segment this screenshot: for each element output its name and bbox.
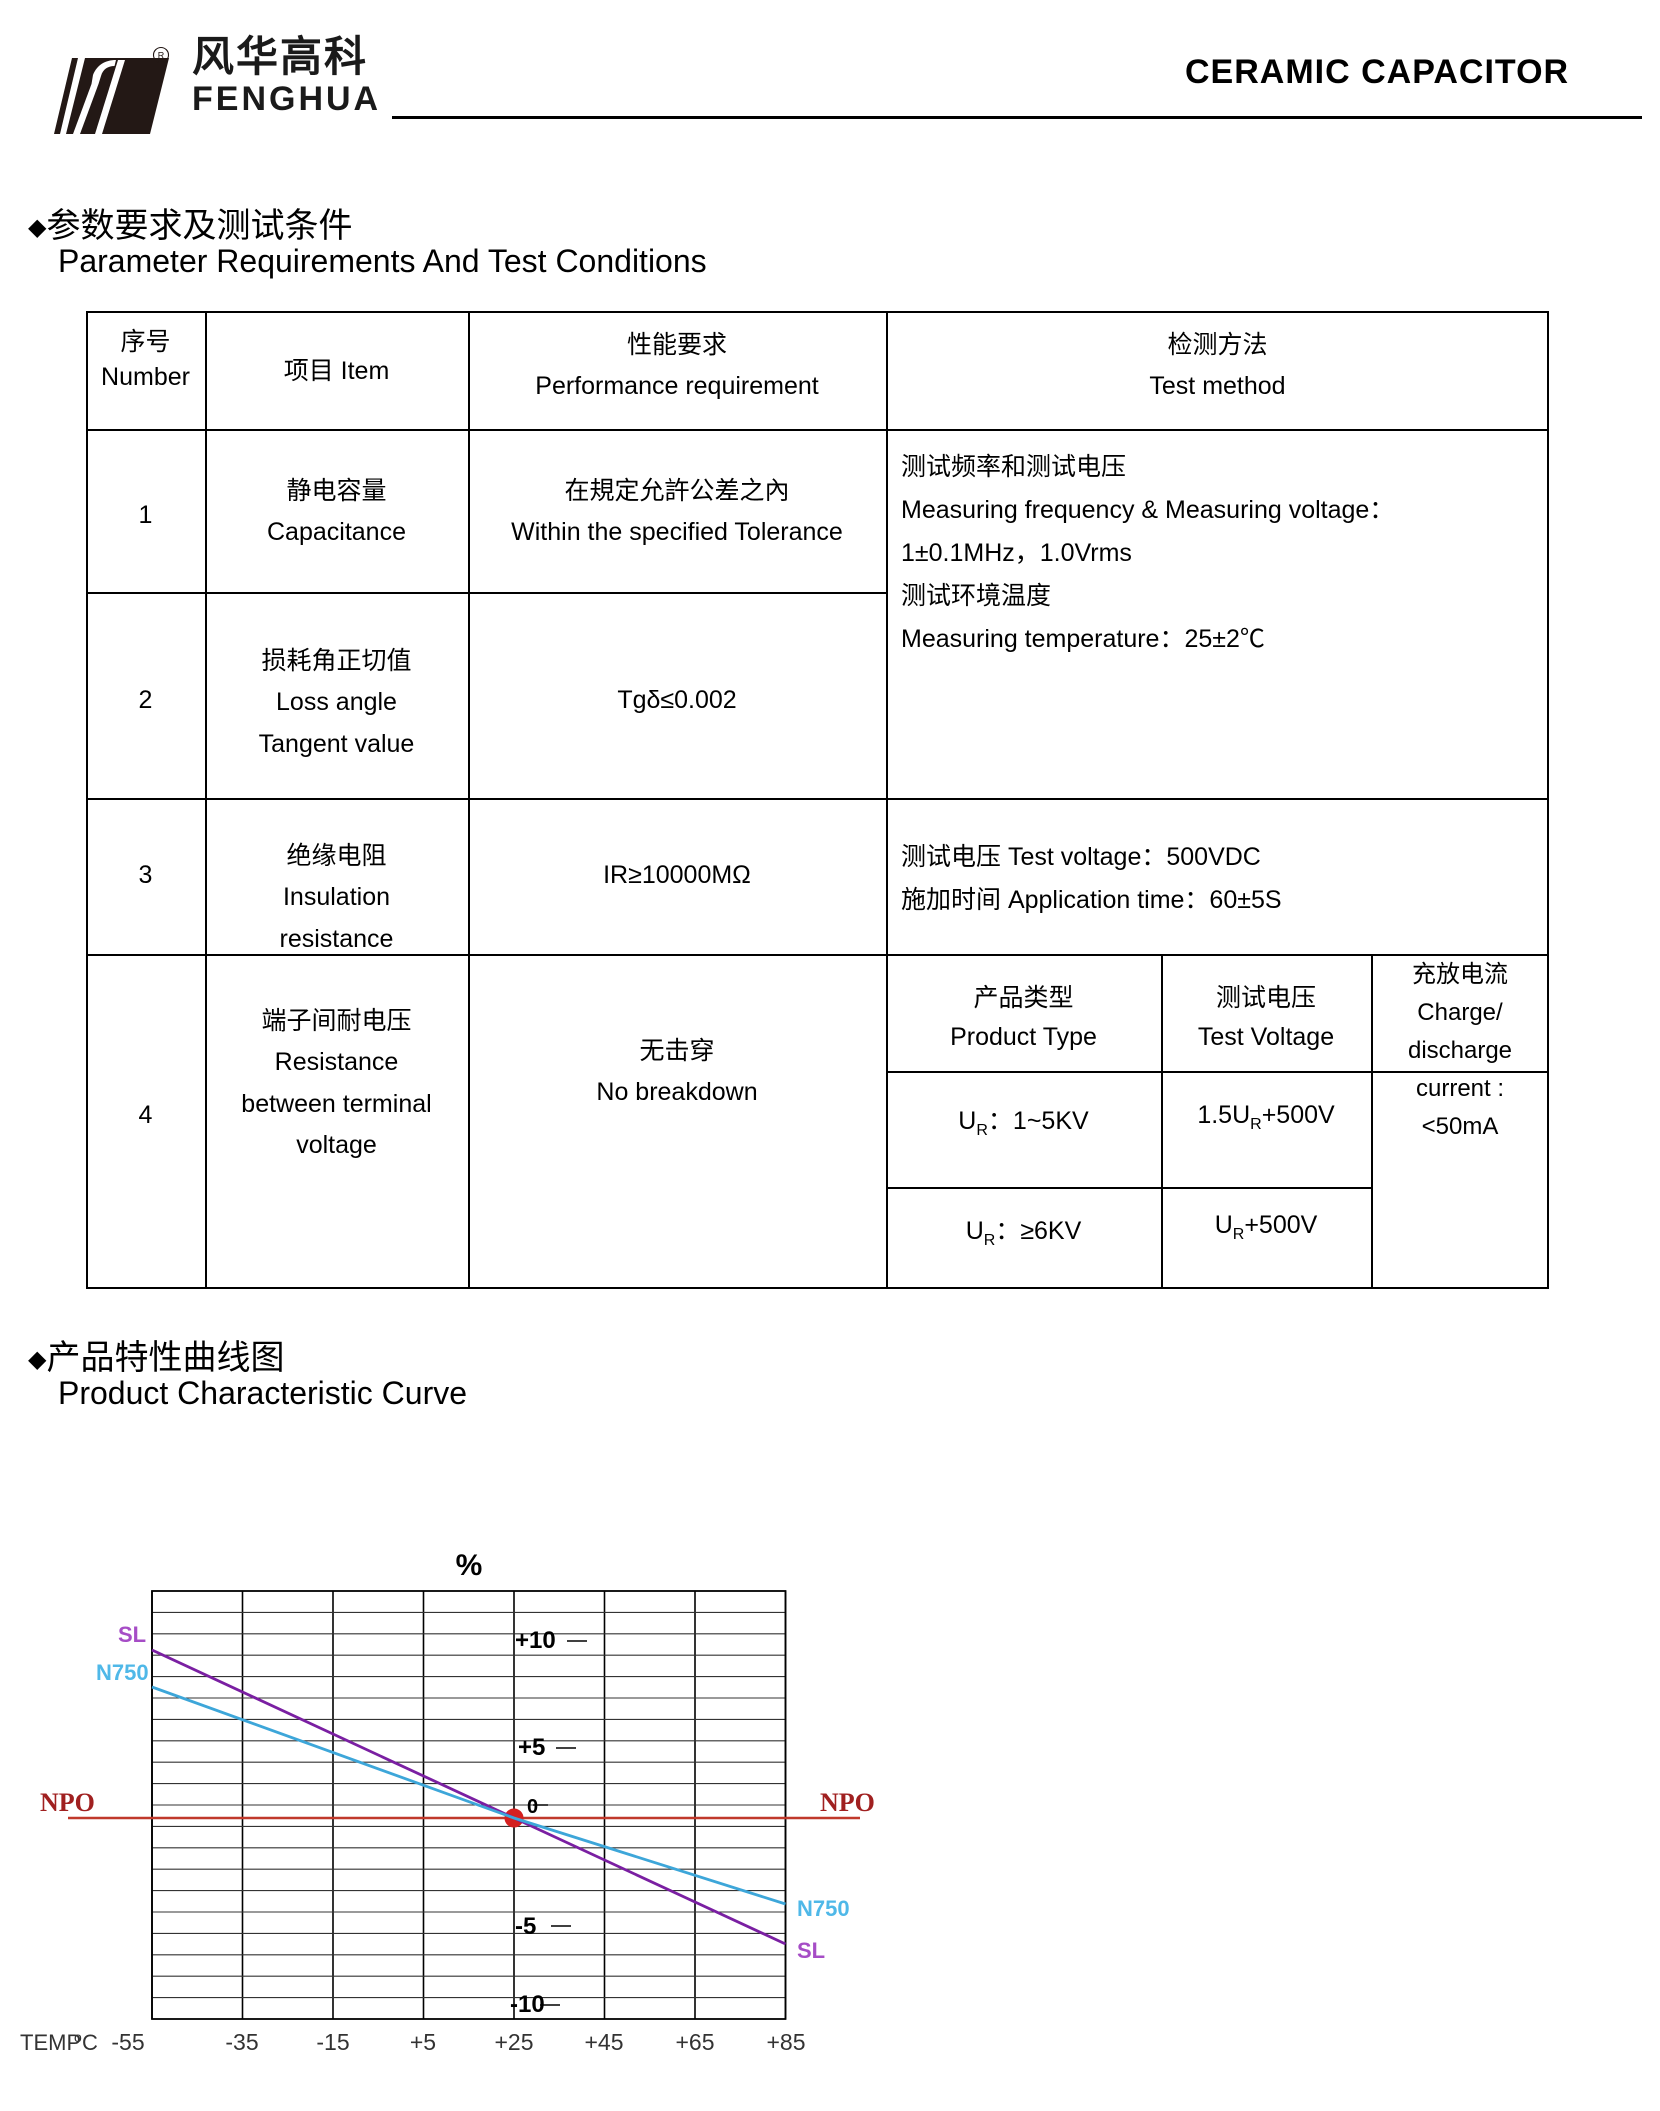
svg-text:+5: +5 (518, 1734, 545, 1761)
svg-text:NPO: NPO (820, 1788, 875, 1817)
svg-text:+10: +10 (515, 1627, 556, 1654)
svg-text:-10: -10 (510, 1991, 545, 2018)
svg-text:+45: +45 (584, 2029, 623, 2055)
svg-text:-55: -55 (111, 2029, 144, 2055)
svg-text:o: o (74, 2029, 82, 2045)
svg-text:N750: N750 (96, 1660, 149, 1685)
svg-text:+25: +25 (494, 2029, 533, 2055)
svg-text:NPO: NPO (40, 1788, 95, 1817)
svg-text:+85: +85 (766, 2029, 805, 2055)
svg-text:-15: -15 (316, 2029, 349, 2055)
svg-text:TEMP: TEMP (20, 2030, 81, 2055)
svg-text:-5: -5 (515, 1913, 536, 1940)
svg-text:SL: SL (118, 1622, 146, 1647)
svg-text:%: % (456, 1549, 483, 1582)
svg-text:+65: +65 (675, 2029, 714, 2055)
svg-text:+5: +5 (410, 2029, 436, 2055)
svg-text:C: C (82, 2030, 98, 2055)
svg-text:R: R (158, 51, 165, 61)
svg-text:SL: SL (797, 1938, 825, 1963)
svg-text:-35: -35 (225, 2029, 258, 2055)
svg-text:N750: N750 (797, 1896, 850, 1921)
svg-text:0: 0 (527, 1796, 538, 1818)
